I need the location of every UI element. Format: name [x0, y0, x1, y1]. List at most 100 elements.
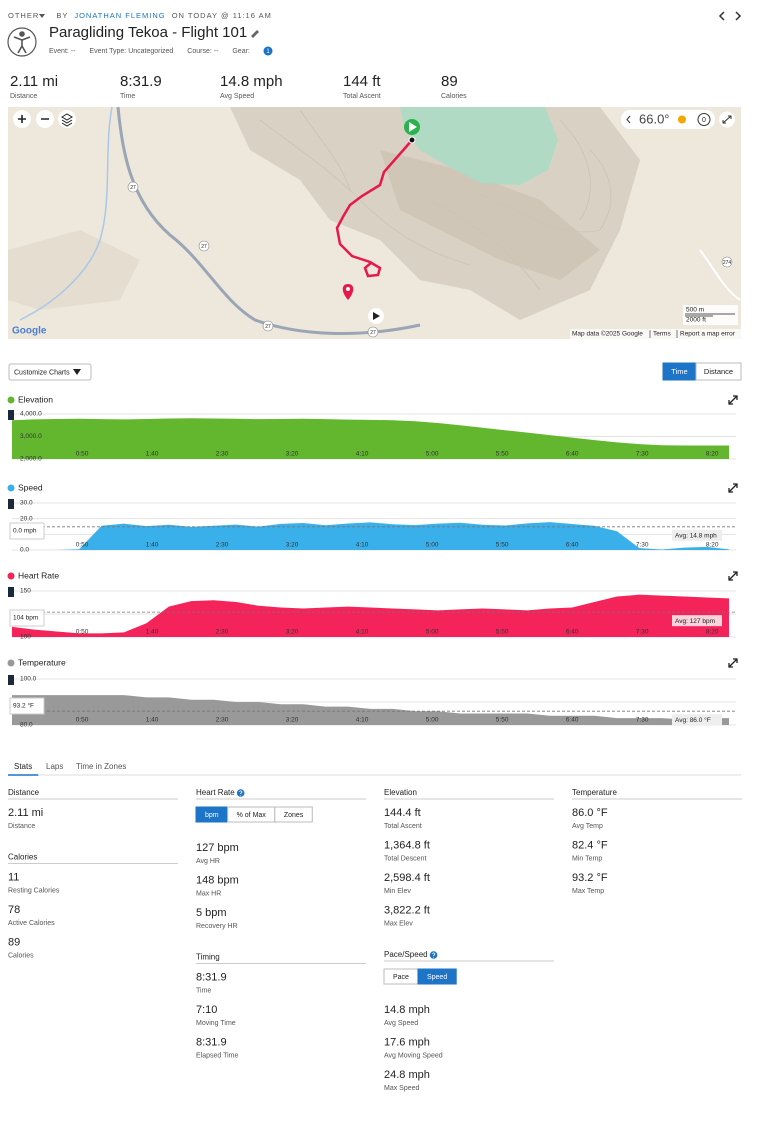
y-tick-label: 150	[20, 588, 31, 595]
road-shield	[198, 240, 210, 252]
stat-value: 78	[8, 904, 20, 916]
stats: Stats Laps Time in Zones Distance 2.11 mi Dis…	[8, 762, 742, 1092]
summary-label: Distance	[10, 93, 37, 100]
tab[interactable]: Laps	[46, 762, 63, 771]
map[interactable]	[8, 106, 741, 339]
activity-meta: Event: -- Event Type: Uncategorized Cour…	[49, 48, 250, 55]
expand-icon[interactable]	[728, 483, 738, 493]
summary-value: 144 ft	[343, 73, 381, 90]
toggle-label: % of Max	[237, 812, 267, 819]
charts: Elevation 2,000.0 3,000.0 4,000.0 0:50 1:40 2:…	[7, 394, 738, 729]
cursor-marker	[8, 587, 14, 597]
edit-icon[interactable]	[251, 30, 259, 38]
stat-label: Avg Speed	[384, 1020, 418, 1027]
x-tick-label: 8:20	[706, 542, 719, 549]
stat-label: Distance	[8, 823, 35, 830]
mode-label: Time	[671, 367, 687, 376]
gear-badge[interactable]	[263, 46, 273, 56]
stat-label: Avg Temp	[572, 823, 603, 830]
tab[interactable]: Time in Zones	[76, 762, 126, 771]
weather-temp: 66.0°	[639, 111, 670, 126]
next-arrow[interactable]	[735, 11, 742, 21]
area	[12, 594, 729, 637]
stat-label: Min Elev	[384, 888, 411, 895]
toggle-button[interactable]	[274, 806, 313, 823]
x-tick-label: 0:50	[76, 629, 89, 636]
event[interactable]: Event: --	[49, 48, 76, 55]
dropdown-caret[interactable]	[39, 14, 45, 18]
cursor-marker	[8, 675, 14, 685]
area	[12, 418, 729, 459]
course[interactable]: Course: --	[187, 48, 219, 55]
x-tick-label: 3:20	[286, 717, 299, 724]
prev-arrow[interactable]	[718, 11, 725, 21]
stat-label: Min Temp	[572, 855, 602, 862]
report-link[interactable]: Report a map error	[680, 331, 736, 338]
x-tick-label: 5:50	[496, 717, 509, 724]
category[interactable]: OTHER	[8, 11, 39, 20]
x-tick-label: 5:00	[426, 542, 439, 549]
x-tick-label: 6:40	[566, 451, 579, 458]
y-tick-label: 30.0	[20, 500, 33, 507]
by: BY	[56, 11, 68, 20]
x-tick-label: 8:20	[706, 451, 719, 458]
stat-label: Time	[196, 987, 211, 994]
stat-value: 82.4 °F	[572, 839, 608, 851]
tooltip: 104 bpm	[13, 615, 38, 622]
road-label: 274	[723, 260, 732, 266]
stat-value: 14.8 mph	[384, 1004, 430, 1016]
y-tick-label: 100	[20, 634, 31, 641]
toggle-button[interactable]	[417, 968, 457, 985]
stat-label: Active Calories	[8, 920, 55, 927]
section-title: Calories	[8, 853, 37, 862]
help-glyph	[431, 952, 436, 958]
stat-value: 5 bpm	[196, 907, 227, 919]
terms-link[interactable]: Terms	[653, 331, 671, 338]
stat-label: Max HR	[196, 890, 221, 897]
author[interactable]: JONATHAN FLEMING	[74, 11, 165, 20]
wind: 0	[702, 117, 706, 124]
stat-value: 8:31.9	[196, 971, 227, 983]
map-logo[interactable]: Google	[12, 326, 47, 337]
road-label: 27	[265, 324, 271, 330]
expand-icon[interactable]	[728, 571, 738, 581]
x-tick-label: 1:40	[146, 629, 159, 636]
cursor-marker	[8, 499, 14, 509]
customize-caret	[73, 369, 81, 375]
stat-label: Avg Moving Speed	[384, 1052, 443, 1059]
road-shield	[367, 326, 379, 338]
x-tick-label: 1:40	[146, 542, 159, 549]
x-tick-label: 4:10	[356, 717, 369, 724]
stat-label: Total Descent	[384, 855, 426, 862]
tab[interactable]: Stats	[14, 762, 32, 771]
gear[interactable]: Gear:	[232, 48, 250, 55]
chart-title: Elevation	[18, 394, 53, 404]
section-title: Distance	[8, 788, 40, 797]
mode-button[interactable]	[695, 362, 742, 381]
stat-label: Max Elev	[384, 920, 413, 927]
stat-label: Total Ascent	[384, 823, 422, 830]
x-tick-label: 7:30	[636, 542, 649, 549]
summary-value: 2.11 mi	[10, 73, 58, 90]
x-tick-label: 7:30	[636, 451, 649, 458]
stat-value: 2,598.4 ft	[384, 872, 430, 884]
toggle-label: Pace	[393, 974, 409, 981]
toggle-label: Speed	[427, 974, 447, 981]
customize-button[interactable]	[8, 363, 92, 381]
expand-icon[interactable]	[728, 395, 738, 405]
road-shield	[127, 181, 139, 193]
chart-title: Speed	[18, 482, 43, 492]
event-type[interactable]: Event Type: Uncategorized	[89, 48, 173, 55]
x-tick-label: 5:00	[426, 451, 439, 458]
x-tick-label: 2:30	[216, 542, 229, 549]
series-dot	[7, 396, 15, 404]
tooltip-box	[9, 609, 45, 627]
road-shield	[262, 320, 274, 332]
x-tick-label: 7:30	[636, 717, 649, 724]
road-label: 27	[130, 185, 136, 191]
stat-value: 86.0 °F	[572, 807, 608, 819]
area	[12, 522, 729, 550]
stat-label: Recovery HR	[196, 923, 238, 930]
expand-icon[interactable]	[728, 658, 738, 668]
